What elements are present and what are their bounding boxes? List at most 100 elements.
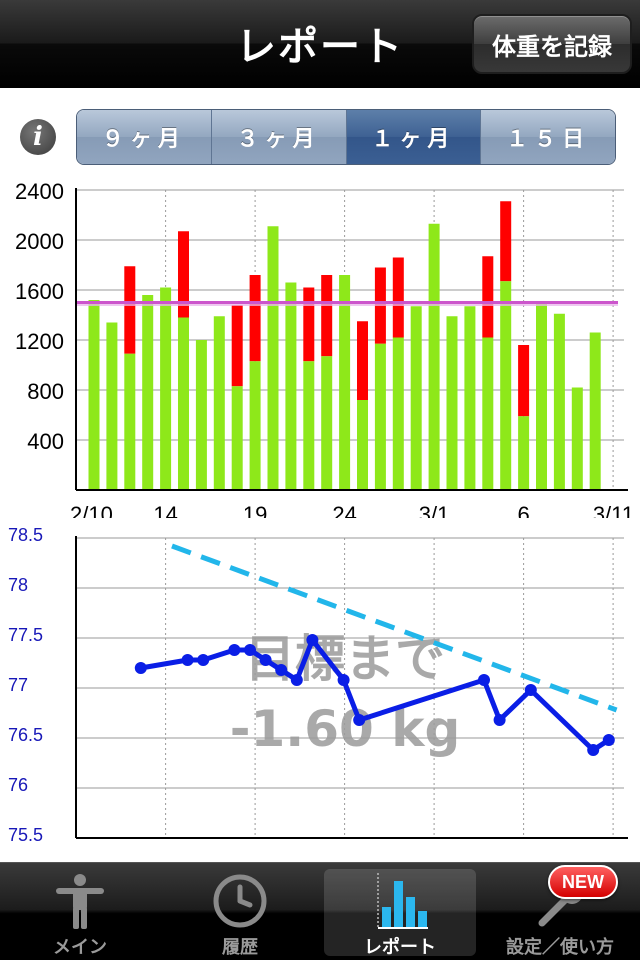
bar-excess xyxy=(500,201,512,282)
bar-excess xyxy=(482,256,494,338)
bar-excess xyxy=(392,257,404,338)
bar-excess xyxy=(321,275,333,357)
bar-calories xyxy=(195,340,207,490)
weight-point xyxy=(134,662,147,674)
tab-history[interactable]: 履歴 xyxy=(160,863,320,960)
bar-excess xyxy=(518,345,530,417)
bar-calories xyxy=(500,281,512,490)
bar-calories xyxy=(321,356,333,490)
bar-chart-y-tick-label: 800 xyxy=(27,379,64,404)
period-selector-area: i ９ヶ月 ３ヶ月 １ヶ月 １５日 xyxy=(0,89,640,179)
bar-calories xyxy=(249,361,261,490)
line-chart-y-tick-label: 78.5 xyxy=(8,525,43,545)
bar-chart-y-tick-label: 1600 xyxy=(15,279,64,304)
bar-chart-x-label: 2/10 xyxy=(70,502,113,518)
navigation-bar: レポート 体重を記録 xyxy=(0,0,640,88)
bar-calories xyxy=(589,332,601,490)
weight-point xyxy=(478,674,490,686)
period-tab-3-months[interactable]: ３ヶ月 xyxy=(211,110,347,164)
period-segmented-control: ９ヶ月 ３ヶ月 １ヶ月 １５日 xyxy=(76,109,616,165)
bar-chart-y-tick-label: 400 xyxy=(27,429,64,454)
bar-calories xyxy=(231,386,243,490)
bar-calories xyxy=(303,361,315,490)
tab-bar: メイン 履歴 レポート NEW 設定／使い方 xyxy=(0,862,640,960)
weight-point xyxy=(244,644,256,656)
line-chart-y-tick-label: 75.5 xyxy=(8,825,43,845)
weight-series-line xyxy=(140,637,611,753)
bar-calories xyxy=(213,316,225,490)
weight-point xyxy=(602,734,615,746)
tab-settings[interactable]: NEW 設定／使い方 xyxy=(480,863,640,960)
bar-calories xyxy=(482,337,494,490)
info-icon[interactable]: i xyxy=(20,119,56,155)
bar-calories xyxy=(88,300,100,490)
weight-point xyxy=(353,714,366,726)
weight-point xyxy=(197,654,210,666)
line-chart-y-tick-label: 76 xyxy=(8,775,28,795)
bar-chart-x-label: 3/1 xyxy=(419,502,450,518)
bar-calories xyxy=(142,295,154,490)
record-weight-button[interactable]: 体重を記録 xyxy=(472,14,632,74)
bar-calories xyxy=(106,322,118,490)
calorie-bar-chart: 2400 2000 1600 1200 800 400 2/10 14 19 24 3/1 6 3/11 xyxy=(15,180,634,518)
bar-calories xyxy=(428,223,440,490)
bar-calories xyxy=(178,317,189,490)
bar-calories xyxy=(410,306,422,490)
bar-calories xyxy=(392,337,404,490)
bar-chart-icon xyxy=(377,873,428,929)
period-tab-9-months[interactable]: ９ヶ月 xyxy=(77,110,212,164)
goal-trend-line xyxy=(171,543,618,713)
weight-point xyxy=(337,674,350,686)
person-icon xyxy=(56,874,104,929)
weight-point xyxy=(587,744,600,756)
clock-icon xyxy=(213,874,267,928)
weight-point xyxy=(306,634,319,646)
tab-history-label: 履歴 xyxy=(222,937,258,958)
tab-settings-label: 設定／使い方 xyxy=(506,937,614,958)
bar-calories xyxy=(160,287,172,490)
bar-calories xyxy=(518,416,530,490)
page-title: レポート xyxy=(236,24,404,70)
bar-excess xyxy=(178,231,189,318)
line-chart-y-tick-label: 77 xyxy=(8,675,28,695)
bar-calories xyxy=(571,387,583,490)
remaining-to-goal-value: -1.60 kg xyxy=(230,700,461,758)
bar-excess xyxy=(303,287,315,362)
weight-point xyxy=(228,644,241,656)
bar-calories xyxy=(553,313,565,490)
tab-report[interactable]: レポート xyxy=(320,863,480,960)
bar-excess xyxy=(357,321,368,400)
tab-main[interactable]: メイン xyxy=(0,863,160,960)
bar-calories xyxy=(285,282,297,490)
bar-chart-x-label: 6 xyxy=(517,502,529,518)
bar-calories xyxy=(357,400,368,490)
new-badge: NEW xyxy=(548,865,618,899)
bar-chart-y-tick-label: 2000 xyxy=(15,229,64,254)
bar-calories xyxy=(339,275,351,490)
weight-point xyxy=(524,684,537,696)
bar-chart-x-label: 24 xyxy=(332,502,356,518)
weight-point xyxy=(275,664,288,676)
tab-report-label: レポート xyxy=(364,937,436,958)
bar-calories xyxy=(267,226,279,490)
bar-excess xyxy=(249,275,261,362)
period-tab-1-month[interactable]: １ヶ月 xyxy=(346,110,482,164)
weight-point xyxy=(290,674,303,686)
tab-main-label: メイン xyxy=(53,937,107,958)
bar-chart-x-label: 3/11 xyxy=(593,502,634,518)
bar-calories xyxy=(446,316,458,490)
bar-chart-x-label: 14 xyxy=(153,502,177,518)
period-tab-15-days[interactable]: １５日 xyxy=(481,110,615,164)
bar-calories xyxy=(374,343,386,490)
bar-calories xyxy=(464,306,476,490)
bar-chart-x-label: 19 xyxy=(243,502,267,518)
weight-point xyxy=(259,654,272,666)
line-chart-y-tick-label: 77.5 xyxy=(8,625,43,645)
line-chart-y-tick-label: 78 xyxy=(8,575,28,595)
weight-point xyxy=(181,654,194,666)
bar-calories xyxy=(536,303,547,490)
bar-chart-y-tick-label: 1200 xyxy=(15,329,64,354)
bar-excess xyxy=(231,305,243,387)
bar-chart-y-tick-label: 2400 xyxy=(15,180,64,204)
bar-excess xyxy=(124,266,136,354)
